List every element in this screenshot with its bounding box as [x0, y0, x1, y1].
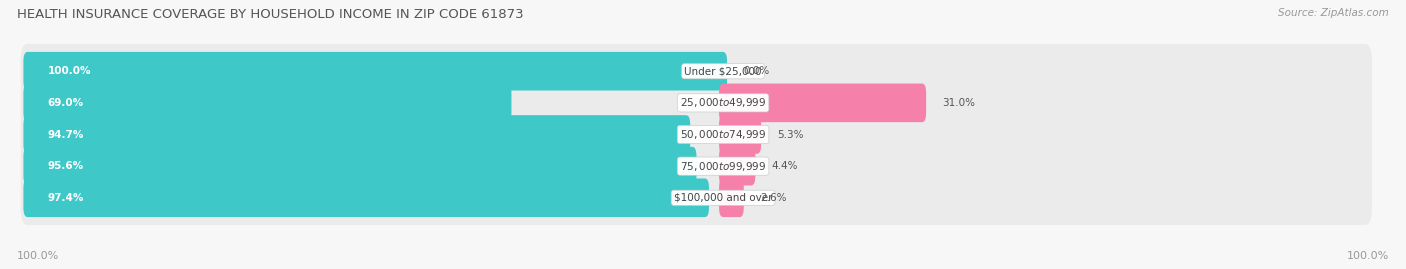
FancyBboxPatch shape	[21, 44, 1372, 98]
FancyBboxPatch shape	[21, 76, 1372, 130]
Text: 0.0%: 0.0%	[744, 66, 769, 76]
Text: 100.0%: 100.0%	[17, 251, 59, 261]
Text: Under $25,000: Under $25,000	[685, 66, 762, 76]
FancyBboxPatch shape	[24, 179, 709, 217]
FancyBboxPatch shape	[24, 84, 512, 122]
Text: HEALTH INSURANCE COVERAGE BY HOUSEHOLD INCOME IN ZIP CODE 61873: HEALTH INSURANCE COVERAGE BY HOUSEHOLD I…	[17, 8, 523, 21]
Text: $50,000 to $74,999: $50,000 to $74,999	[681, 128, 766, 141]
Text: 4.4%: 4.4%	[772, 161, 797, 171]
FancyBboxPatch shape	[718, 115, 761, 154]
FancyBboxPatch shape	[24, 115, 690, 154]
Text: $100,000 and over: $100,000 and over	[673, 193, 772, 203]
FancyBboxPatch shape	[718, 179, 744, 217]
Text: 100.0%: 100.0%	[48, 66, 91, 76]
Text: 69.0%: 69.0%	[48, 98, 83, 108]
Text: 95.6%: 95.6%	[48, 161, 83, 171]
Text: 100.0%: 100.0%	[1347, 251, 1389, 261]
Text: 2.6%: 2.6%	[759, 193, 786, 203]
FancyBboxPatch shape	[718, 147, 755, 185]
FancyBboxPatch shape	[21, 107, 1372, 162]
Text: 97.4%: 97.4%	[48, 193, 84, 203]
FancyBboxPatch shape	[24, 52, 727, 90]
Text: 5.3%: 5.3%	[778, 129, 804, 140]
Text: 94.7%: 94.7%	[48, 129, 84, 140]
FancyBboxPatch shape	[24, 147, 696, 185]
FancyBboxPatch shape	[21, 139, 1372, 193]
Text: $75,000 to $99,999: $75,000 to $99,999	[681, 160, 766, 173]
FancyBboxPatch shape	[718, 84, 927, 122]
Text: Source: ZipAtlas.com: Source: ZipAtlas.com	[1278, 8, 1389, 18]
Text: $25,000 to $49,999: $25,000 to $49,999	[681, 96, 766, 109]
FancyBboxPatch shape	[21, 171, 1372, 225]
Text: 31.0%: 31.0%	[942, 98, 976, 108]
